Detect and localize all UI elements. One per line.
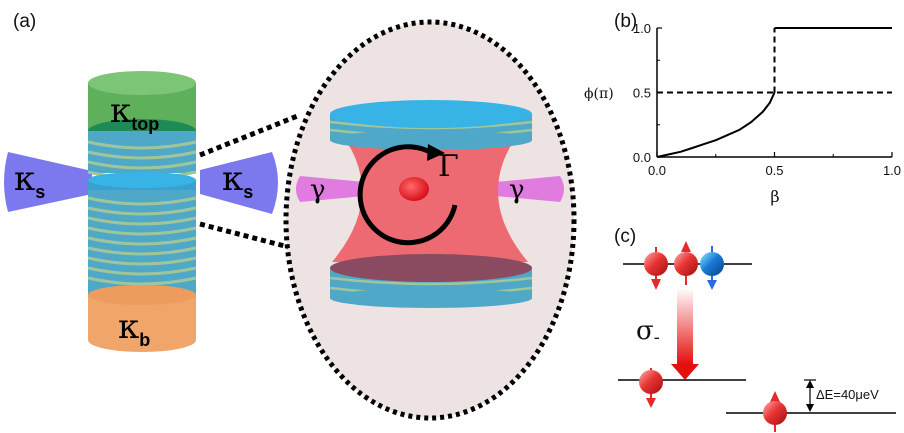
zoom-disk: γ γ Γ [283,19,577,421]
x-tick-label: 0.0 [648,163,666,178]
left-cone [4,152,92,212]
bottom-cylinder [88,285,196,352]
panel-c-label: (c) [614,226,636,247]
chart-lines [656,27,892,158]
right-cone [200,152,278,214]
delta-e-marker [804,379,816,412]
top-cylinder [88,71,196,143]
x-tick-label: 0.5 [765,163,783,178]
phase-chart: 0.0 0.5 1.0 0.0 0.5 1.0 β ϕ(π) [584,21,901,206]
kappa-s-left-label: κs [14,159,45,202]
chart-ticks: 0.0 0.5 1.0 0.0 0.5 1.0 [633,21,901,178]
panel-a-label: (a) [13,11,36,32]
sigma-minus-label: σ- [636,316,660,348]
gamma-right-label: γ [509,175,525,205]
transition-arrow [671,288,699,380]
x-axis-label: β [770,187,779,206]
series-line-0 [656,92,776,158]
Gamma-label: Γ [438,149,459,184]
particle-split [763,391,787,432]
delta-e-label: ΔE=40μeV [816,387,879,402]
gamma-beam-left [296,176,408,202]
quantum-dot [399,177,429,201]
particle-red-2 [674,241,698,285]
circulation-arrowhead [427,144,445,161]
particle-blue [700,246,724,290]
kappa-bottom-label: κb [118,307,150,350]
y-tick-label: 0.0 [633,150,651,165]
circulation-arrow [357,144,458,246]
particle-ground [639,368,663,408]
gamma-left-label: γ [310,175,326,205]
y-axis-label: ϕ(π) [584,86,614,102]
y-tick-label: 0.5 [633,86,651,101]
zoom-bottom-mirror [329,254,533,308]
kappa-s-right-label: κs [222,159,253,202]
upper-mirror-stack [87,131,197,180]
gamma-beam-right [452,176,564,202]
cavity-layer [88,172,196,190]
y-tick-label: 1.0 [633,21,651,36]
kappa-top-label: κtop [110,91,159,134]
zoom-top-mirror [329,100,533,150]
x-tick-label: 1.0 [883,163,901,178]
particle-red-1 [644,247,668,290]
lower-mirror-stack [87,190,197,295]
panel-b-label: (b) [614,11,637,32]
zoom-line-top [199,112,301,158]
